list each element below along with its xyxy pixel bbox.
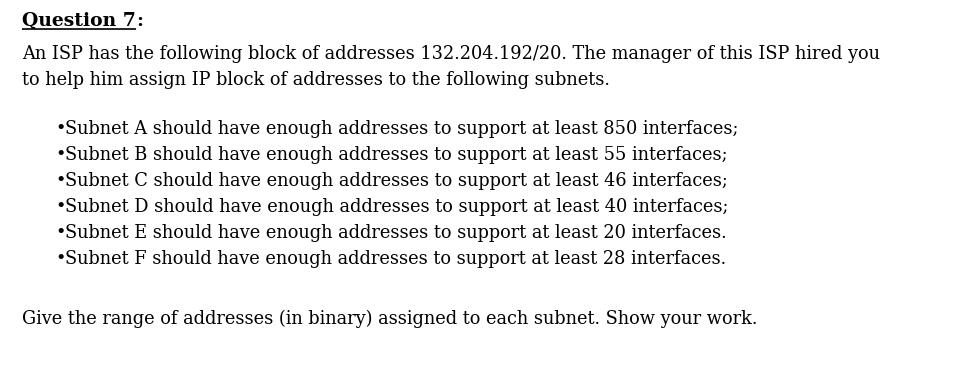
Text: Subnet B should have enough addresses to support at least 55 interfaces;: Subnet B should have enough addresses to…: [65, 146, 728, 164]
Text: Subnet E should have enough addresses to support at least 20 interfaces.: Subnet E should have enough addresses to…: [65, 224, 727, 242]
Text: •: •: [55, 172, 66, 190]
Text: Subnet D should have enough addresses to support at least 40 interfaces;: Subnet D should have enough addresses to…: [65, 198, 728, 216]
Text: Question 7: Question 7: [22, 12, 136, 30]
Text: •: •: [55, 146, 66, 164]
Text: Subnet A should have enough addresses to support at least 850 interfaces;: Subnet A should have enough addresses to…: [65, 120, 739, 138]
Text: Subnet F should have enough addresses to support at least 28 interfaces.: Subnet F should have enough addresses to…: [65, 250, 726, 268]
Text: Give the range of addresses (in binary) assigned to each subnet. Show your work.: Give the range of addresses (in binary) …: [22, 310, 757, 328]
Text: •: •: [55, 120, 66, 138]
Text: •: •: [55, 250, 66, 268]
Text: to help him assign IP block of addresses to the following subnets.: to help him assign IP block of addresses…: [22, 71, 610, 89]
Text: Subnet C should have enough addresses to support at least 46 interfaces;: Subnet C should have enough addresses to…: [65, 172, 728, 190]
Text: •: •: [55, 198, 66, 216]
Text: An ISP has the following block of addresses 132.204.192/20. The manager of this : An ISP has the following block of addres…: [22, 45, 880, 63]
Text: :: :: [136, 12, 142, 30]
Text: •: •: [55, 224, 66, 242]
